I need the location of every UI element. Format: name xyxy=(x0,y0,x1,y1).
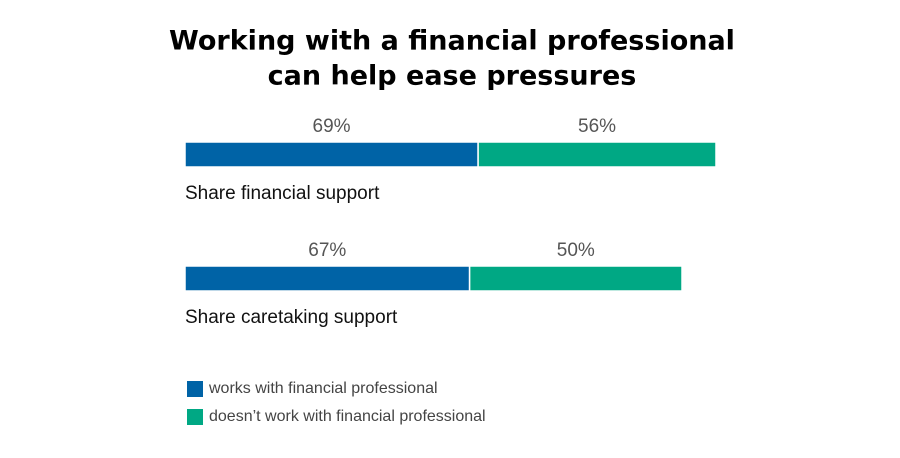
chart-title: can help ease pressures xyxy=(268,61,637,92)
bar-segment xyxy=(184,265,471,292)
category-label: Share caretaking support xyxy=(185,307,398,328)
bar-segment xyxy=(184,141,479,168)
legend-label: works with financial professional xyxy=(208,380,438,397)
category-label: Share financial support xyxy=(185,183,380,204)
legend-swatch xyxy=(187,409,203,425)
bar-segment xyxy=(468,265,683,292)
bar-segment xyxy=(477,141,717,168)
value-label: 67% xyxy=(308,240,346,261)
value-label: 56% xyxy=(578,116,616,137)
legend-swatch xyxy=(187,381,203,397)
chart-title: Working with a financial professional xyxy=(169,26,735,57)
legend-label: doesn’t work with financial professional xyxy=(209,408,486,425)
value-label: 69% xyxy=(313,116,351,137)
value-label: 50% xyxy=(557,240,595,261)
